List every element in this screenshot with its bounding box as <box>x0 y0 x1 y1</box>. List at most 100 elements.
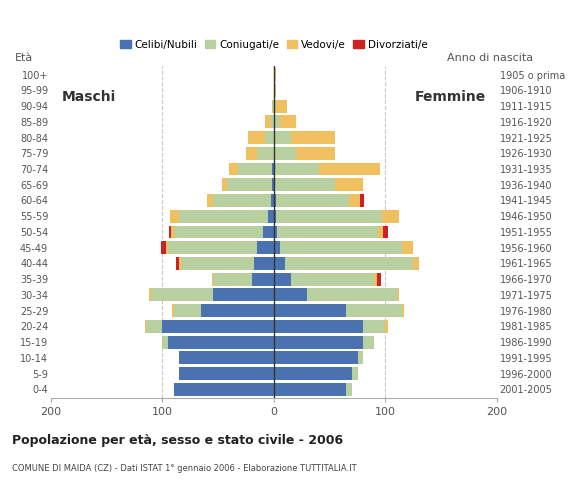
Bar <box>285 257 414 270</box>
Bar <box>335 178 363 191</box>
Bar <box>269 210 274 223</box>
Bar <box>271 115 274 128</box>
Bar <box>254 257 274 270</box>
Bar <box>238 163 272 176</box>
Text: Età: Età <box>15 53 34 62</box>
Bar <box>274 383 346 396</box>
Bar <box>360 194 364 207</box>
Bar <box>277 226 378 239</box>
Bar <box>207 194 213 207</box>
Bar <box>213 273 252 286</box>
Bar <box>171 226 173 239</box>
Bar <box>274 68 276 81</box>
Bar <box>161 241 166 254</box>
Text: Popolazione per età, sesso e stato civile - 2006: Popolazione per età, sesso e stato civil… <box>12 434 343 447</box>
Bar <box>172 304 173 317</box>
Bar <box>248 131 265 144</box>
Bar <box>263 226 274 239</box>
Bar <box>213 194 271 207</box>
Bar <box>318 163 380 176</box>
Bar <box>173 383 274 396</box>
Bar <box>296 147 335 160</box>
Bar <box>276 210 382 223</box>
Bar <box>383 226 387 239</box>
Bar <box>151 288 213 301</box>
Bar <box>173 226 263 239</box>
Text: Femmine: Femmine <box>415 90 486 104</box>
Bar <box>227 178 272 191</box>
Text: Anno di nascita: Anno di nascita <box>447 53 532 62</box>
Bar <box>349 194 360 207</box>
Bar <box>272 163 274 176</box>
Bar <box>274 178 335 191</box>
Bar <box>307 288 397 301</box>
Bar <box>162 320 274 333</box>
Bar <box>414 257 419 270</box>
Bar <box>166 241 168 254</box>
Bar <box>374 273 376 286</box>
Bar <box>258 241 274 254</box>
Bar <box>265 115 271 128</box>
Bar <box>168 241 258 254</box>
Text: COMUNE DI MAIDA (CZ) - Dati ISTAT 1° gennaio 2006 - Elaborazione TUTTITALIA.IT: COMUNE DI MAIDA (CZ) - Dati ISTAT 1° gen… <box>12 464 356 473</box>
Bar <box>291 273 374 286</box>
Bar <box>213 288 274 301</box>
Bar <box>397 288 399 301</box>
Bar <box>271 194 274 207</box>
Bar <box>179 210 269 223</box>
Bar <box>378 226 383 239</box>
Bar <box>363 320 386 333</box>
Bar <box>352 367 358 380</box>
Bar <box>274 367 352 380</box>
Bar <box>274 194 276 207</box>
Bar <box>276 194 349 207</box>
Legend: Celibi/Nubili, Coniugati/e, Vedovi/e, Divorziati/e: Celibi/Nubili, Coniugati/e, Vedovi/e, Di… <box>118 38 430 52</box>
Bar <box>146 320 162 333</box>
Bar <box>212 273 213 286</box>
Bar <box>358 351 363 364</box>
Bar <box>274 163 318 176</box>
Bar <box>258 147 274 160</box>
Bar <box>280 241 402 254</box>
Bar <box>274 147 296 160</box>
Bar <box>274 84 276 97</box>
Bar <box>179 257 182 270</box>
Bar <box>176 257 179 270</box>
Bar <box>274 336 363 348</box>
Bar <box>173 304 201 317</box>
Bar <box>382 210 399 223</box>
Bar <box>386 320 387 333</box>
Bar <box>276 100 287 112</box>
Bar <box>246 147 258 160</box>
Bar <box>162 336 168 348</box>
Bar <box>402 304 404 317</box>
Bar <box>346 383 352 396</box>
Bar <box>274 115 280 128</box>
Bar <box>274 210 276 223</box>
Bar <box>363 336 374 348</box>
Bar <box>346 304 402 317</box>
Bar <box>179 367 274 380</box>
Text: Maschi: Maschi <box>62 90 117 104</box>
Bar <box>274 226 277 239</box>
Bar <box>376 273 381 286</box>
Bar <box>149 288 151 301</box>
Bar <box>222 178 227 191</box>
Bar <box>274 320 363 333</box>
Bar <box>272 178 274 191</box>
Bar <box>265 131 274 144</box>
Bar <box>280 115 296 128</box>
Bar <box>144 320 146 333</box>
Bar <box>272 100 273 112</box>
Bar <box>273 100 274 112</box>
Bar <box>274 257 285 270</box>
Bar <box>179 351 274 364</box>
Bar <box>274 304 346 317</box>
Bar <box>274 351 358 364</box>
Bar <box>274 100 276 112</box>
Bar <box>169 226 171 239</box>
Bar <box>171 210 179 223</box>
Bar <box>274 131 291 144</box>
Bar <box>291 131 335 144</box>
Bar <box>274 241 280 254</box>
